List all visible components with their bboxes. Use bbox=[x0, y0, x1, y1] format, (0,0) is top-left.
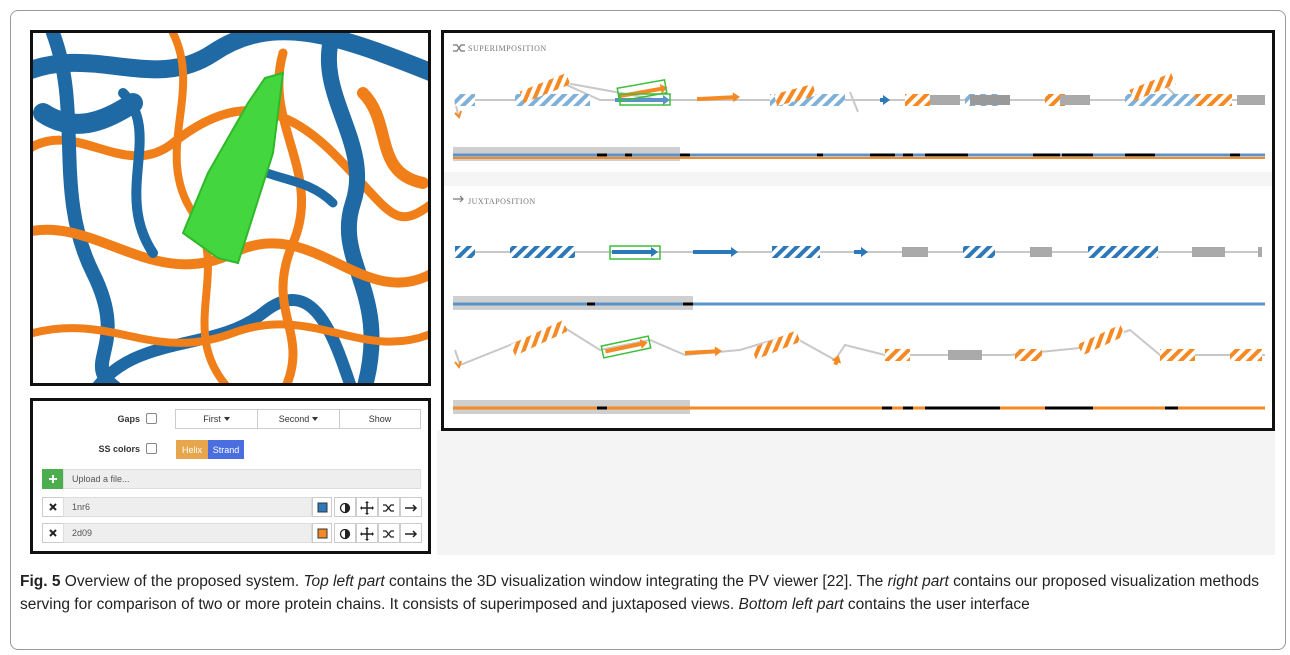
helix bbox=[1078, 325, 1126, 356]
opacity-toggle[interactable] bbox=[334, 497, 356, 517]
arrow-icon bbox=[453, 196, 463, 202]
helix bbox=[1230, 349, 1262, 361]
helix bbox=[1195, 94, 1232, 106]
icon bbox=[335, 498, 355, 516]
ss-colors-checkbox[interactable] bbox=[146, 443, 157, 454]
upload-input[interactable]: Upload a file... bbox=[63, 469, 421, 489]
helix bbox=[455, 246, 475, 258]
icon bbox=[401, 524, 421, 542]
add-button[interactable] bbox=[42, 469, 64, 489]
gap-block bbox=[1060, 95, 1090, 105]
x-icon bbox=[49, 503, 57, 511]
gap-block bbox=[1030, 247, 1052, 257]
caption-text: contains the user interface bbox=[844, 596, 1030, 613]
icon bbox=[379, 524, 399, 542]
tracks bbox=[0, 0, 1290, 440]
strand bbox=[685, 346, 722, 358]
helix-button[interactable]: Helix bbox=[176, 440, 208, 459]
plus-icon bbox=[48, 474, 58, 484]
caption: Fig. 5 Overview of the proposed system. … bbox=[20, 570, 1270, 616]
gap-block bbox=[1237, 95, 1265, 105]
remove-button[interactable] bbox=[42, 497, 64, 517]
superimpose-button[interactable] bbox=[378, 497, 400, 517]
icon bbox=[401, 498, 421, 516]
icon bbox=[357, 498, 377, 516]
caption-text: right part bbox=[888, 573, 949, 590]
center-button[interactable] bbox=[356, 523, 378, 543]
opacity-toggle[interactable] bbox=[334, 523, 356, 543]
background-area bbox=[437, 430, 1275, 555]
caption-text: Top left part bbox=[303, 573, 384, 590]
strand bbox=[880, 95, 890, 105]
backbone bbox=[455, 325, 1265, 365]
shuffle-icon bbox=[453, 45, 465, 51]
gap-block bbox=[1258, 247, 1262, 257]
x-icon bbox=[49, 529, 57, 537]
chain-name: 1nr6 bbox=[63, 497, 312, 517]
strand bbox=[693, 247, 738, 257]
strand bbox=[612, 247, 658, 257]
caption-text: contains the 3D visualization window int… bbox=[385, 573, 888, 590]
gap-block bbox=[970, 95, 1010, 105]
helix bbox=[455, 94, 475, 106]
strand bbox=[854, 247, 868, 257]
gap-block bbox=[1192, 247, 1225, 257]
icon bbox=[379, 498, 399, 516]
helix bbox=[510, 320, 568, 355]
color-swatch[interactable] bbox=[312, 497, 332, 517]
strand bbox=[697, 92, 740, 104]
gap-block bbox=[930, 95, 960, 105]
icon bbox=[335, 524, 355, 542]
juxtaposition-title: JUXTAPOSITION bbox=[468, 197, 536, 206]
helix bbox=[963, 246, 995, 258]
gap-block bbox=[948, 350, 982, 360]
icon bbox=[313, 498, 333, 516]
helix bbox=[510, 246, 575, 258]
helix bbox=[885, 349, 910, 361]
center-button[interactable] bbox=[356, 497, 378, 517]
backbone bbox=[850, 92, 858, 112]
caption-text: Overview of the proposed system. bbox=[65, 573, 304, 590]
figure-label: Fig. 5 bbox=[20, 573, 60, 590]
helix bbox=[772, 246, 820, 258]
superimpose-button[interactable] bbox=[378, 523, 400, 543]
caption-text: Bottom left part bbox=[739, 596, 844, 613]
chain-name: 2d09 bbox=[63, 523, 312, 543]
icon bbox=[357, 524, 377, 542]
icon bbox=[313, 524, 333, 542]
helix bbox=[1015, 349, 1042, 361]
gap-block bbox=[902, 247, 928, 257]
figure: Gaps First Second Show SS colors Helix S… bbox=[0, 0, 1290, 655]
superimposition-title: SUPERIMPOSITION bbox=[468, 44, 547, 53]
section-divider bbox=[444, 172, 1272, 186]
ss-colors-label: SS colors bbox=[60, 444, 140, 454]
helix bbox=[1088, 246, 1158, 258]
juxtapose-button[interactable] bbox=[400, 523, 422, 543]
remove-button[interactable] bbox=[42, 523, 64, 543]
juxtapose-button[interactable] bbox=[400, 497, 422, 517]
strand-button[interactable]: Strand bbox=[208, 440, 244, 459]
color-swatch[interactable] bbox=[312, 523, 332, 543]
helix bbox=[1160, 349, 1195, 361]
